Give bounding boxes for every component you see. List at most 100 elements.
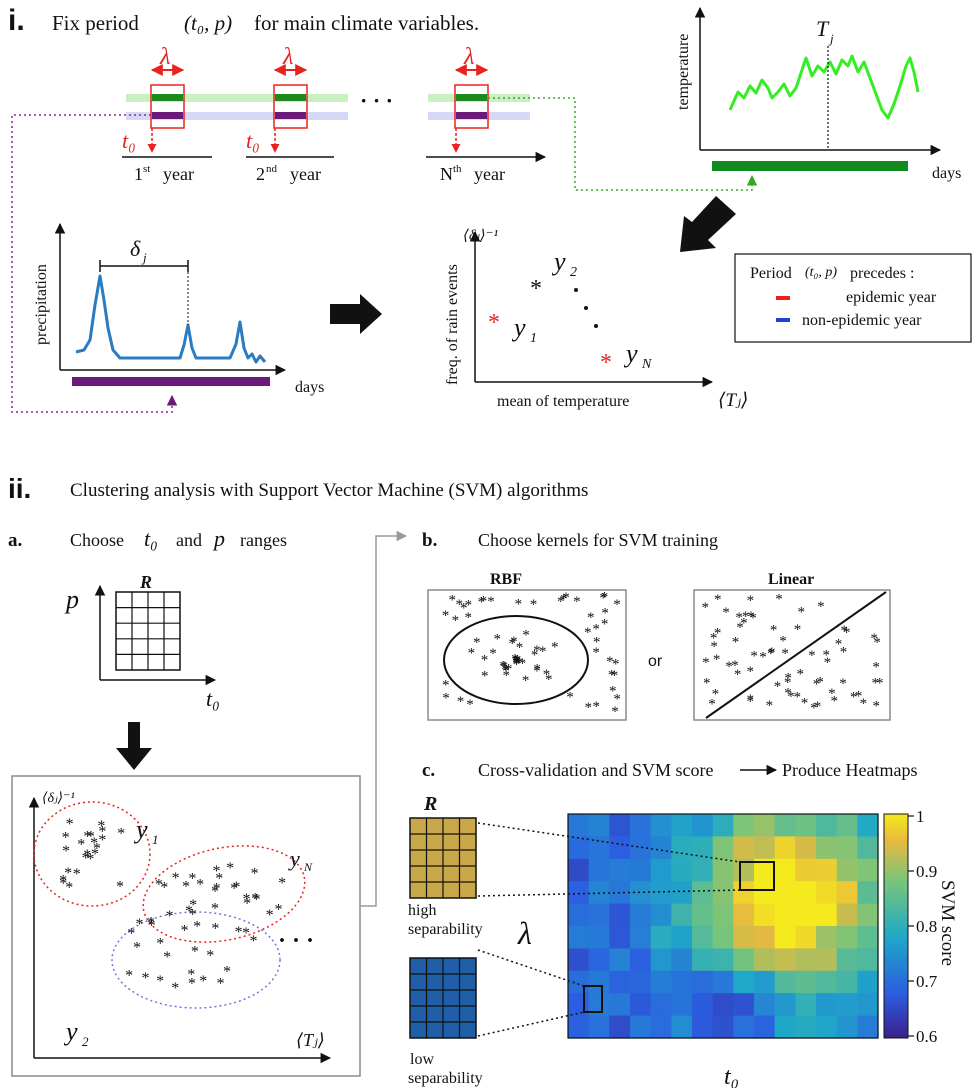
rbf-point: * xyxy=(449,593,457,609)
rbf-point: * xyxy=(489,646,497,662)
cluster-point: * xyxy=(62,843,70,860)
panel-a-title: Choose xyxy=(70,530,124,550)
linear-point: * xyxy=(839,676,847,692)
linear-label: Linear xyxy=(768,571,814,588)
heatmap-cell xyxy=(609,948,631,972)
heatmap-ylabel: λ xyxy=(517,915,532,951)
year-n-word: year xyxy=(474,164,505,184)
or-label: or xyxy=(648,653,663,670)
cluster-point: * xyxy=(116,879,124,896)
cluster-point: * xyxy=(274,902,282,919)
heatmap-cell xyxy=(733,948,755,972)
heatmap-cell xyxy=(588,948,610,972)
heatmap-cell xyxy=(774,858,796,882)
rbf-point: * xyxy=(613,692,621,708)
cluster-point: * xyxy=(87,829,95,846)
rbf-point: * xyxy=(573,594,581,610)
cluster-point: * xyxy=(91,846,99,863)
heatmap-cell xyxy=(692,881,714,905)
linear-point: * xyxy=(794,622,802,638)
rbf-point: * xyxy=(452,613,460,629)
linear-point: * xyxy=(747,609,755,625)
legend-title-math: (t₀, p) xyxy=(805,265,837,280)
cluster-point: * xyxy=(243,896,251,913)
heatmap-cell xyxy=(857,836,879,860)
linear-points: * ** **************************** *********… xyxy=(702,592,884,717)
cluster-point: * xyxy=(156,935,164,952)
linear-point: * xyxy=(781,646,789,662)
heatmap-cell xyxy=(816,836,838,860)
heatmap-cell xyxy=(795,881,817,905)
heatmap-cell xyxy=(712,903,734,927)
rbf-point: * xyxy=(545,672,553,688)
heatmap-cell xyxy=(733,858,755,882)
linear-point: * xyxy=(725,659,733,675)
heatmap-cell xyxy=(857,970,879,994)
colorbar-tick-label: 0.9 xyxy=(916,862,937,881)
heatmap-cell xyxy=(630,993,652,1017)
cluster-point: * xyxy=(142,970,150,987)
temperature-marker-sub: j xyxy=(828,31,834,46)
linear-point: * xyxy=(784,670,792,686)
heatmap-cell xyxy=(692,1015,714,1039)
heatmap-cell xyxy=(712,926,734,949)
heatmap-frame xyxy=(567,813,879,1039)
heatmap-cell xyxy=(795,926,817,949)
linear-point: * xyxy=(710,630,718,646)
linear-point: * xyxy=(872,659,880,675)
cluster-point: * xyxy=(243,891,251,908)
linear-point: * xyxy=(708,697,716,713)
heatmap-cell xyxy=(774,948,796,972)
temperature-marker: T xyxy=(816,16,830,41)
heatmap-cell xyxy=(609,858,631,882)
temperature-ylabel: temperature xyxy=(675,34,692,110)
linear-point: * xyxy=(840,644,848,660)
high-sep-line1: high xyxy=(408,902,436,919)
heatmap-cell xyxy=(568,903,590,927)
cluster-point: * xyxy=(82,850,90,867)
linear-point: * xyxy=(731,658,739,674)
linear-point: * xyxy=(735,610,743,626)
heatmap-cell xyxy=(754,993,776,1017)
linear-point: * xyxy=(722,605,730,621)
cluster-point: * xyxy=(98,823,106,840)
heatmap-cell xyxy=(588,926,610,949)
rbf-point: * xyxy=(592,622,600,638)
rbf-point: * xyxy=(560,592,568,608)
cluster-point: * xyxy=(65,880,73,897)
scatter-label-y2: y xyxy=(551,247,566,276)
linear-point: * xyxy=(740,615,748,631)
rbf-point: * xyxy=(519,656,527,672)
linear-point: * xyxy=(816,674,824,690)
lambda-label-n: λ xyxy=(463,44,474,70)
linear-point: * xyxy=(742,609,750,625)
scatter-yaxis-math: ⟨δⱼ⟩⁻¹ xyxy=(463,228,499,244)
heatmap-cell xyxy=(733,903,755,927)
linear-point: * xyxy=(872,675,880,691)
linear-point: * xyxy=(876,676,884,692)
rbf-point: * xyxy=(516,655,524,671)
cluster-point: * xyxy=(172,870,180,887)
rbf-point: * xyxy=(511,652,519,668)
scatter-point-y2: * xyxy=(530,276,542,302)
rbf-point: * xyxy=(592,699,600,715)
rbf-point: * xyxy=(551,639,559,655)
heatmap-cell xyxy=(692,970,714,994)
rbf-point: * xyxy=(513,657,521,673)
heatmap-cell xyxy=(733,993,755,1017)
heatmap-cell xyxy=(588,1015,610,1039)
heatmap-cell xyxy=(712,970,734,994)
heatmap-cell xyxy=(816,926,838,949)
scatter-label-y2-sub: 2 xyxy=(570,265,577,280)
heatmap-cell xyxy=(609,903,631,927)
year-2-word: year xyxy=(290,164,321,184)
heatmap-cell xyxy=(671,881,693,905)
linear-point: * xyxy=(759,649,767,665)
rbf-point: * xyxy=(465,610,473,626)
heatmap-cell xyxy=(609,993,631,1017)
rbf-point: * xyxy=(513,653,521,669)
heatmap-cell xyxy=(609,1015,631,1039)
cluster-point: * xyxy=(86,851,94,868)
rbf-point: * xyxy=(481,668,489,684)
